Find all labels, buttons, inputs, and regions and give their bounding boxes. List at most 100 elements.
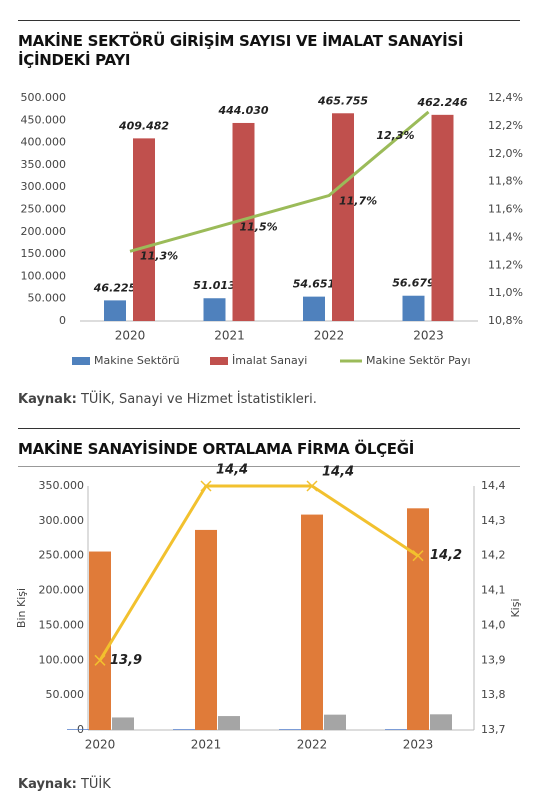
x-tick-label: 2023 bbox=[413, 329, 444, 343]
y-tick-label: 50.000 bbox=[28, 292, 67, 305]
bar bbox=[218, 716, 240, 730]
data-label: 11,3% bbox=[140, 249, 178, 262]
bar bbox=[303, 296, 325, 321]
line bbox=[98, 484, 419, 662]
data-label: 54.651 bbox=[293, 278, 335, 291]
bar bbox=[431, 114, 454, 321]
legend-label: İmalat Sanayi bbox=[232, 354, 307, 367]
data-label: 14,2 bbox=[430, 548, 462, 563]
data-label: 14,4 bbox=[216, 463, 248, 478]
data-label: 444.030 bbox=[217, 104, 268, 117]
marker bbox=[94, 654, 106, 666]
marker bbox=[412, 550, 424, 562]
y2-tick-label: 11,2% bbox=[488, 258, 523, 271]
data-label: 46.225 bbox=[93, 281, 137, 294]
x-tick-label: 2020 bbox=[85, 738, 116, 752]
y-tick-label: 400.000 bbox=[21, 136, 67, 149]
data-label: 14,4 bbox=[322, 465, 354, 480]
y2-tick-label: 12,2% bbox=[488, 119, 523, 132]
data-label: 11,5% bbox=[240, 220, 278, 233]
legend-label: Makine Sektörü bbox=[94, 354, 180, 367]
y-tick-label: 250.000 bbox=[21, 203, 67, 216]
bar bbox=[407, 508, 429, 730]
source: Kaynak: TÜİK bbox=[18, 777, 111, 792]
source-text: TÜİK, Sanayi ve Hizmet İstatistikleri. bbox=[80, 392, 317, 407]
bar bbox=[430, 714, 452, 730]
y2-tick-label: 13,9 bbox=[481, 653, 506, 666]
y-tick-label: 100.000 bbox=[21, 269, 67, 282]
y-tick-label: 100.000 bbox=[39, 653, 85, 666]
y2-tick-label: 14,1 bbox=[481, 584, 506, 597]
bar bbox=[133, 138, 155, 321]
y-tick-label: 300.000 bbox=[39, 514, 85, 527]
bar bbox=[332, 113, 354, 321]
bar bbox=[67, 729, 89, 730]
bar bbox=[402, 295, 425, 321]
marker bbox=[306, 480, 318, 492]
data-label: 409.482 bbox=[118, 119, 169, 132]
data-label: 51.013 bbox=[193, 279, 236, 292]
data-label: 462.246 bbox=[416, 96, 467, 109]
source-label: Kaynak: bbox=[18, 777, 77, 792]
bar bbox=[89, 551, 111, 730]
y2-tick-label: 14,4 bbox=[481, 479, 506, 492]
data-label: 12,3% bbox=[376, 129, 414, 142]
bar bbox=[385, 729, 407, 730]
x-tick-label: 2022 bbox=[314, 329, 345, 343]
source: Kaynak: TÜİK, Sanayi ve Hizmet İstatisti… bbox=[18, 392, 317, 407]
y-tick-label: 300.000 bbox=[21, 180, 67, 193]
y2-tick-label: 11,6% bbox=[488, 203, 523, 216]
data-label: 465.755 bbox=[317, 94, 368, 107]
y2-tick-label: 14,2 bbox=[481, 549, 506, 562]
y2-tick-label: 13,7 bbox=[481, 723, 506, 736]
x-tick-label: 2021 bbox=[214, 329, 245, 343]
x-tick-label: 2022 bbox=[297, 738, 328, 752]
data-label: 13,9 bbox=[110, 653, 142, 668]
bar bbox=[112, 717, 134, 730]
marker bbox=[200, 480, 212, 492]
y-tick-label: 150.000 bbox=[21, 247, 67, 260]
y-tick-label: 50.000 bbox=[46, 688, 85, 701]
y-tick-label: 250.000 bbox=[39, 549, 85, 562]
rule bbox=[18, 428, 520, 429]
source-label: Kaynak: bbox=[18, 392, 77, 407]
bar bbox=[203, 298, 226, 321]
legend-swatch bbox=[72, 357, 90, 365]
bar bbox=[104, 300, 126, 321]
y2-tick-label: 14,0 bbox=[481, 618, 506, 631]
y-tick-label: 200.000 bbox=[21, 225, 67, 238]
legend-label: Makine Sektör Payı bbox=[366, 354, 471, 367]
y-tick-label: 150.000 bbox=[39, 618, 85, 631]
y-tick-label: 350.000 bbox=[21, 158, 67, 171]
y-axis-label: Bin Kişi bbox=[15, 588, 28, 628]
bar bbox=[232, 122, 255, 322]
bar bbox=[195, 529, 217, 730]
bar bbox=[324, 714, 346, 730]
rule bbox=[18, 20, 520, 21]
line bbox=[129, 110, 430, 253]
bar bbox=[173, 729, 195, 730]
y2-tick-label: 10,8% bbox=[488, 314, 523, 327]
y-tick-label: 450.000 bbox=[21, 113, 67, 126]
y-tick-label: 200.000 bbox=[39, 584, 85, 597]
x-tick-label: 2023 bbox=[403, 738, 434, 752]
y2-tick-label: 14,3 bbox=[481, 514, 506, 527]
y2-tick-label: 12,4% bbox=[488, 91, 523, 104]
y-tick-label: 500.000 bbox=[21, 91, 67, 104]
y2-tick-label: 11,0% bbox=[488, 286, 523, 299]
x-tick-label: 2020 bbox=[115, 329, 146, 343]
y2-tick-label: 11,8% bbox=[488, 175, 523, 188]
y2-axis-label: Kişi bbox=[509, 598, 522, 617]
chart-title: MAKİNE SEKTÖRÜ GİRİŞİM SAYISI VE İMALAT … bbox=[18, 32, 464, 69]
data-label: 56.679 bbox=[392, 277, 435, 290]
y2-tick-label: 12,0% bbox=[488, 147, 523, 160]
rule bbox=[18, 466, 520, 467]
data-label: 11,7% bbox=[339, 195, 377, 208]
y-tick-label: 0 bbox=[59, 314, 66, 327]
x-tick-label: 2021 bbox=[191, 738, 222, 752]
y2-tick-label: 13,8 bbox=[481, 688, 506, 701]
chart-title: MAKİNE SANAYİSİNDE ORTALAMA FİRMA ÖLÇEĞİ bbox=[18, 440, 415, 458]
source-text: TÜİK bbox=[80, 777, 111, 792]
